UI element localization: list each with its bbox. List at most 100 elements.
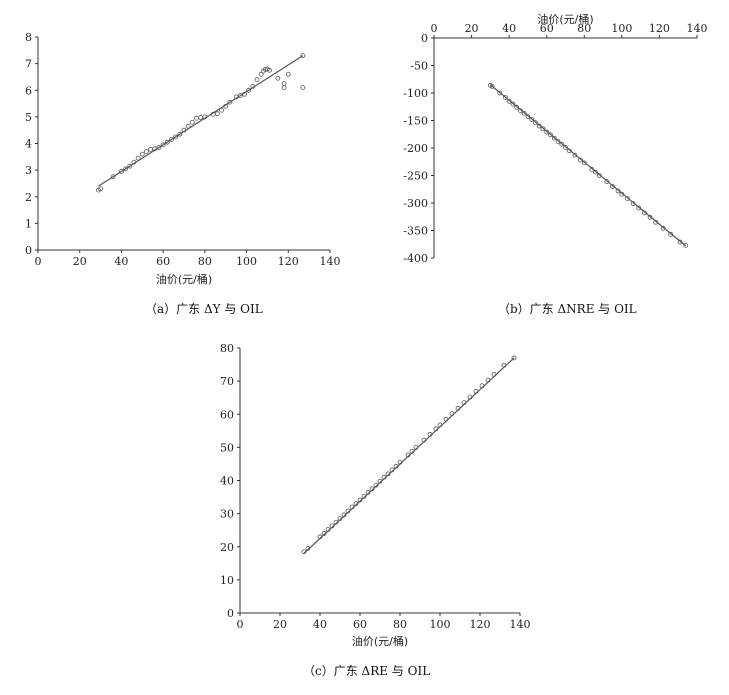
data-point xyxy=(333,519,339,525)
data-point xyxy=(604,179,610,184)
data-point xyxy=(177,131,183,137)
data-point xyxy=(164,139,170,145)
data-point xyxy=(227,99,233,105)
y-tick-label: -250 xyxy=(403,170,428,183)
data-point xyxy=(173,134,179,140)
data-point xyxy=(127,163,133,169)
data-point xyxy=(349,504,355,510)
data-point xyxy=(181,127,187,133)
y-tick-label: 50 xyxy=(220,441,234,454)
data-point xyxy=(389,467,395,473)
x-axis-title: 油价(元/桶) xyxy=(352,634,408,648)
data-point xyxy=(518,108,523,113)
y-tick-label: 1 xyxy=(25,217,32,230)
data-point xyxy=(98,186,103,192)
data-point xyxy=(489,84,495,89)
data-point xyxy=(237,93,243,98)
data-point xyxy=(377,478,383,484)
data-point xyxy=(449,411,455,416)
x-tick-label: 60 xyxy=(540,22,554,35)
data-point xyxy=(267,67,272,73)
trend-line xyxy=(98,55,304,187)
y-tick-label: 2 xyxy=(25,191,32,204)
data-point xyxy=(373,482,379,488)
data-point xyxy=(365,490,371,495)
chart-panel-c: 0 20 40 60 80 100 120 140 0 10 20 30 40 50 60 70 80 油价(元/… xyxy=(220,342,531,678)
data-point xyxy=(536,123,542,129)
data-point xyxy=(152,146,158,152)
y-tick-label: 0 xyxy=(25,244,32,257)
data-point xyxy=(258,71,264,77)
data-point xyxy=(551,135,557,141)
data-point xyxy=(559,141,565,147)
panel-caption: （a）广东 ΔY 与 OIL xyxy=(145,302,263,316)
data-point xyxy=(300,85,306,90)
data-point xyxy=(589,167,595,172)
data-point xyxy=(619,191,625,197)
data-point xyxy=(381,474,387,480)
panel-caption: （c）广东 ΔRE 与 OIL xyxy=(303,664,430,678)
data-point xyxy=(189,119,195,125)
data-point xyxy=(443,416,449,422)
y-tick-label: 0 xyxy=(227,607,234,620)
y-tick-label: 70 xyxy=(220,375,234,388)
y-tick-label: -400 xyxy=(403,252,428,265)
x-tick-label: 20 xyxy=(273,618,287,631)
data-point xyxy=(281,85,287,90)
trend-line xyxy=(303,357,515,554)
data-point xyxy=(506,98,512,104)
data-point xyxy=(467,394,473,400)
data-point xyxy=(647,214,653,220)
data-point xyxy=(144,149,149,154)
x-tick-label: 120 xyxy=(649,22,670,35)
data-point xyxy=(548,132,553,138)
data-point xyxy=(317,534,323,540)
data-point xyxy=(566,148,572,154)
y-tick-label: -50 xyxy=(410,60,428,73)
data-point xyxy=(246,87,252,93)
data-point xyxy=(610,184,615,189)
data-point xyxy=(521,110,527,116)
data-point xyxy=(385,471,391,477)
x-tick-label: 120 xyxy=(470,618,491,631)
data-point xyxy=(233,94,239,100)
data-point xyxy=(275,75,281,81)
data-point xyxy=(485,377,491,383)
chart-panel-b: 0 20 40 60 80 100 120 140 0 -50 -100 -150 -200 -250 -3… xyxy=(403,12,707,316)
data-point xyxy=(219,107,224,113)
data-point xyxy=(393,463,399,469)
data-point xyxy=(353,501,359,507)
data-point xyxy=(479,383,485,389)
data-point xyxy=(254,77,260,82)
data-point xyxy=(625,196,630,202)
data-point xyxy=(615,188,621,194)
data-point xyxy=(361,493,367,499)
data-point xyxy=(341,512,347,518)
data-point xyxy=(572,152,578,158)
x-tick-label: 60 xyxy=(353,618,367,631)
data-point xyxy=(185,123,191,129)
y-tick-label: -150 xyxy=(403,115,428,128)
y-tick-label: 3 xyxy=(25,164,32,177)
y-tick-label: 7 xyxy=(25,58,32,71)
data-point xyxy=(529,117,535,122)
x-tick-label: 40 xyxy=(313,618,327,631)
data-point xyxy=(660,225,666,231)
data-point xyxy=(544,129,550,135)
x-tick-label: 120 xyxy=(278,255,299,268)
y-tick-label: 20 xyxy=(220,541,234,554)
y-tick-label: 8 xyxy=(25,31,32,44)
data-point xyxy=(461,400,467,406)
data-point xyxy=(668,231,674,237)
data-point xyxy=(581,160,587,166)
y-tick-label: -300 xyxy=(403,197,428,210)
data-point xyxy=(285,71,291,77)
data-point xyxy=(345,508,351,514)
data-point xyxy=(214,111,220,117)
y-tick-label: 0 xyxy=(421,32,428,45)
data-point xyxy=(160,142,166,148)
data-point xyxy=(397,459,403,465)
data-point xyxy=(337,516,343,521)
data-point xyxy=(321,531,327,536)
